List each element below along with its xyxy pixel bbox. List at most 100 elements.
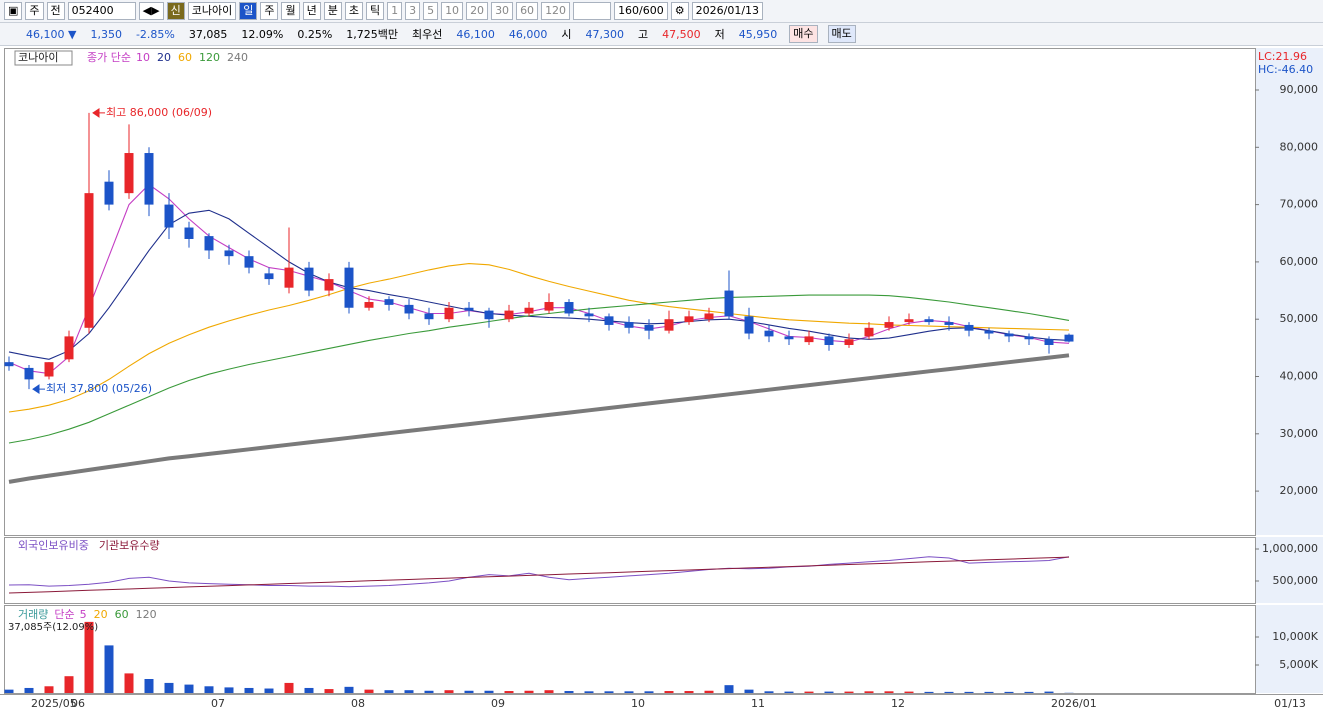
interval-button[interactable]: 30	[491, 2, 514, 20]
period-button[interactable]: 틱	[365, 2, 385, 20]
x-tick-label: 2026/01	[1051, 697, 1097, 710]
x-tick-label: 12	[891, 697, 905, 710]
bar	[224, 687, 234, 693]
bar	[624, 691, 634, 693]
candle-body	[524, 307, 534, 314]
bar	[484, 690, 494, 693]
quote-bar: 46,100 ▼ 1,350 -2.85% 37,085 12.09% 0.25…	[0, 23, 1323, 46]
candle-body	[224, 250, 234, 257]
candle-body	[784, 336, 794, 340]
interval-button[interactable]: 20	[466, 2, 489, 20]
turnover: 0.25%	[297, 27, 333, 41]
y-tick-label: 70,000	[1280, 198, 1319, 211]
legend-item: 60	[178, 51, 192, 64]
legend-label: 종가 단순	[87, 51, 131, 64]
legend-item: 120	[199, 51, 220, 64]
interval-button[interactable]: 60	[516, 2, 539, 20]
period-button[interactable]: 년	[302, 2, 321, 20]
legend-item: 60	[115, 608, 129, 621]
legend-box	[14, 50, 73, 66]
interval-button[interactable]: 3	[405, 2, 421, 20]
count-field[interactable]: 160/600	[614, 2, 668, 20]
period-button[interactable]: 분	[323, 2, 342, 20]
bar	[244, 687, 254, 693]
buy-button[interactable]: 매수	[789, 25, 818, 43]
candle-body	[364, 302, 374, 308]
period-button[interactable]: 초	[344, 2, 363, 20]
candle-body	[1044, 339, 1054, 345]
legend-item: 20	[157, 51, 171, 64]
ask: 46,100	[456, 27, 495, 41]
select[interactable]	[573, 2, 612, 20]
candle-body	[944, 322, 954, 325]
code-input[interactable]: 052400	[67, 2, 136, 20]
candle-body	[284, 267, 294, 288]
bar	[24, 687, 34, 693]
interval-button[interactable]: 10	[441, 2, 464, 20]
candle-body	[84, 193, 94, 328]
corner-label: LC:21.96	[1258, 50, 1307, 63]
bar	[164, 682, 174, 693]
y-tick-label: 1,000,000	[1262, 542, 1318, 555]
y-tick-label: 50,000	[1280, 312, 1319, 325]
select[interactable]: 주	[25, 2, 44, 20]
legend-title: 코나아이	[18, 51, 58, 64]
name-field[interactable]: 코나아이	[187, 2, 237, 20]
button[interactable]: ⚙	[670, 2, 689, 20]
vol-rate: 12.09%	[241, 27, 284, 41]
bar	[1024, 691, 1034, 693]
candle-body	[4, 362, 14, 367]
candle-body	[844, 339, 854, 345]
price: 46,100 ▼	[26, 27, 77, 41]
date-field[interactable]: 2026/01/13	[691, 2, 764, 20]
annotation: 최고 86,000 (06/09)	[106, 106, 212, 119]
line	[8, 209, 1070, 360]
bar	[604, 691, 614, 693]
interval-button[interactable]: 1	[387, 2, 403, 20]
candle-body	[104, 181, 114, 205]
bar	[1044, 691, 1054, 693]
button[interactable]: 신	[166, 2, 185, 20]
bar	[104, 645, 114, 693]
x-tick-label: 10	[631, 697, 645, 710]
bar	[704, 690, 714, 693]
bar	[684, 691, 694, 693]
period-button[interactable]: 일	[239, 2, 258, 20]
legend-label: 단순	[54, 608, 74, 621]
candle-body	[344, 267, 354, 308]
candle-body	[504, 310, 514, 320]
candle-body	[704, 313, 714, 320]
x-tick-label: 2025/05	[31, 697, 77, 710]
bar	[884, 691, 894, 693]
volume-note: 37,085주(12.09%)	[8, 622, 98, 633]
button[interactable]: ▣	[4, 2, 23, 20]
sell-button[interactable]: 매도	[827, 25, 856, 43]
legend-item: 240	[227, 51, 248, 64]
y-tick-label: 40,000	[1280, 370, 1319, 383]
bid: 46,000	[508, 27, 548, 41]
bar	[1004, 691, 1014, 693]
candle-body	[404, 304, 414, 314]
interval-button[interactable]: 120	[541, 2, 571, 20]
x-tick-label: 01/13	[1274, 697, 1306, 710]
bar	[64, 676, 74, 693]
y-tick-label: 30,000	[1280, 427, 1319, 440]
period-button[interactable]: 주	[260, 2, 279, 20]
period-button[interactable]: 월	[281, 2, 300, 20]
candle-body	[864, 327, 874, 337]
candle-body	[904, 319, 914, 323]
candle-body	[484, 310, 494, 320]
bar	[264, 688, 274, 693]
bar	[464, 690, 474, 693]
bar	[124, 673, 134, 693]
axis-bg	[1256, 605, 1323, 693]
interval-button[interactable]: 5	[423, 2, 439, 20]
bar	[904, 691, 914, 693]
bar	[564, 691, 574, 693]
select[interactable]: 전	[46, 2, 65, 20]
button[interactable]: ◀▶	[138, 2, 164, 20]
corner-label: HC:-46.40	[1258, 63, 1313, 76]
y-tick-label: 20,000	[1280, 484, 1319, 497]
label: 최우선	[412, 28, 443, 41]
